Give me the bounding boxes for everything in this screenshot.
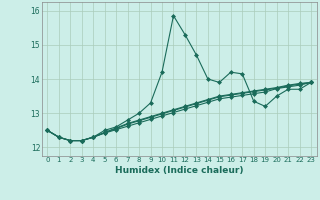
X-axis label: Humidex (Indice chaleur): Humidex (Indice chaleur) <box>115 166 244 175</box>
